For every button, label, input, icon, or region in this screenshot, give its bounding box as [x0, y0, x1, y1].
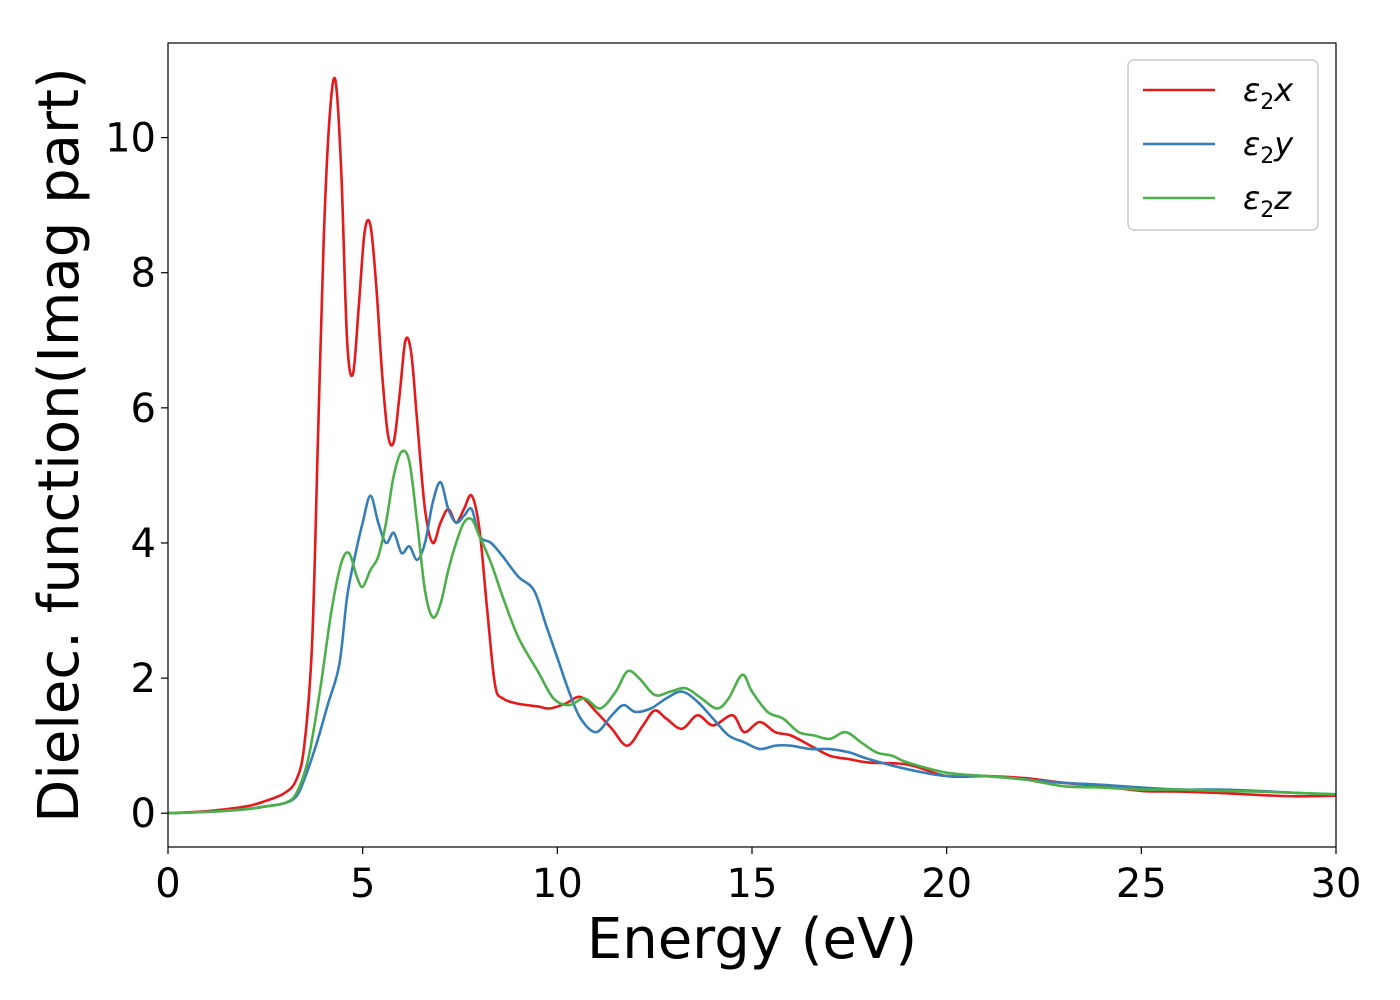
x-tick-label: 5: [350, 861, 375, 907]
series-line-x: [168, 76, 1336, 815]
ticks-layer: 0 5 10 15 20 25 30 0 2 4 6 8 10: [105, 116, 1361, 907]
legend-label-y: ε2y: [1243, 125, 1294, 169]
x-tick-label: 30: [1311, 861, 1362, 907]
y-tick-label: 10: [105, 116, 156, 162]
x-tick-label: 0: [155, 861, 180, 907]
legend: ε2x ε2y ε2z: [1127, 59, 1319, 231]
series-layer: [168, 76, 1336, 815]
x-tick-label: 25: [1116, 861, 1167, 907]
series-line-z: [168, 449, 1336, 815]
legend-box: [1127, 59, 1319, 231]
y-tick-label: 0: [131, 791, 156, 837]
y-tick-label: 8: [131, 251, 156, 297]
x-axis-title: Energy (eV): [587, 907, 917, 972]
y-axis-title: Dielec. function(Imag part): [27, 67, 92, 823]
x-tick-label: 15: [727, 861, 778, 907]
y-tick-label: 2: [131, 656, 156, 702]
y-tick-label: 6: [131, 386, 156, 432]
legend-label-z: ε2z: [1243, 179, 1292, 223]
x-tick-label: 20: [921, 861, 972, 907]
y-tick-label: 4: [131, 521, 156, 567]
x-tick-label: 10: [532, 861, 583, 907]
legend-label-x: ε2x: [1243, 71, 1294, 115]
